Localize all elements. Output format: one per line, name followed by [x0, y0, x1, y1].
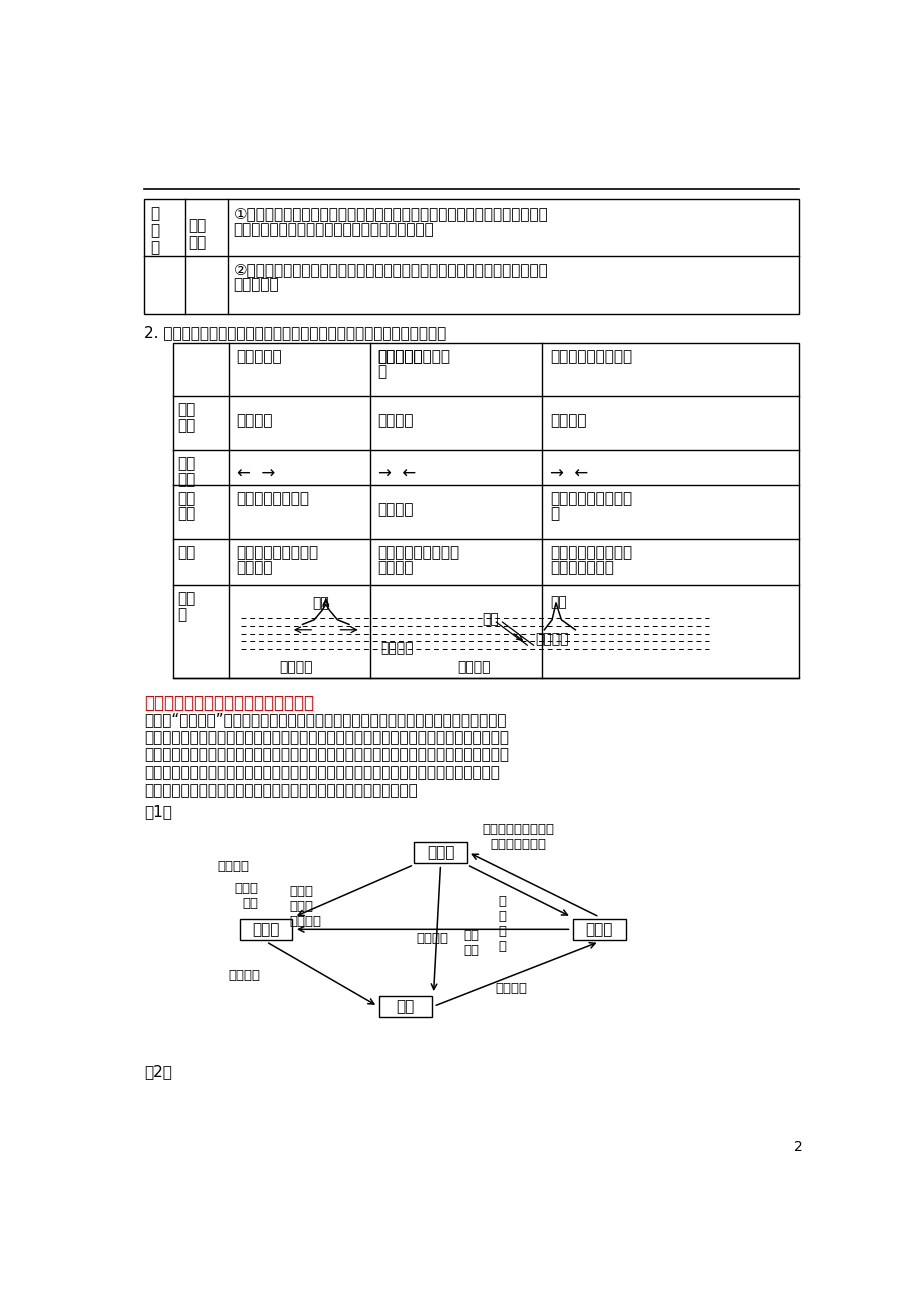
Text: 板块张裂区: 板块张裂区 — [236, 349, 282, 363]
Bar — [379, 996, 432, 1017]
Text: 2. 板块相对移动而发生的彼此碰撞或张裂，形成了地球表面的基本面貌。: 2. 板块相对移动而发生的彼此碰撞或张裂，形成了地球表面的基本面貌。 — [144, 326, 447, 341]
Text: 高
温
熔
化: 高 温 熔 化 — [498, 894, 506, 953]
Text: 裂谷、海洋、海岭: 裂谷、海洋、海岭 — [236, 491, 310, 506]
Text: 冷却凝固: 冷却凝固 — [495, 982, 528, 995]
Text: 弧: 弧 — [550, 506, 559, 522]
Text: 西部岛弧、海沟: 西部岛弧、海沟 — [550, 560, 613, 575]
Text: 消亡边界: 消亡边界 — [457, 660, 491, 674]
Text: 大陆板块: 大陆板块 — [535, 631, 568, 646]
Text: ←  →: ← → — [236, 465, 275, 482]
Text: →  ←: → ← — [378, 465, 415, 482]
Bar — [414, 841, 466, 863]
Text: →  ←: → ← — [550, 465, 587, 482]
Text: ②大陆与大陆板块相撞，形成巨大的褂皶山脉，如喜马拉雅山、阿尔卑斯山处: ②大陆与大陆板块相撞，形成巨大的褂皶山脉，如喜马拉雅山、阿尔卑斯山处 — [233, 262, 548, 277]
Text: 海岸山脉、海沟、岛: 海岸山脉、海沟、岛 — [550, 491, 631, 506]
Text: 大陆板块与大洋板块: 大陆板块与大洋板块 — [550, 349, 631, 363]
Bar — [173, 342, 798, 678]
Text: 块: 块 — [378, 365, 386, 379]
Text: 板块: 板块 — [187, 217, 206, 233]
Text: 相撞: 相撞 — [187, 234, 206, 250]
Text: 运动: 运动 — [176, 457, 195, 471]
Text: 环模式图的关键。岩浆岩只能由岩浆冷凝而成，因此指向岩浆岩的箭头，其作用即为冷却凝: 环模式图的关键。岩浆岩只能由岩浆冷凝而成，因此指向岩浆岩的箭头，其作用即为冷却凝 — [144, 730, 509, 745]
Text: 岩浆: 岩浆 — [396, 999, 414, 1014]
Text: 岩浆是“岩石之本”，岩石圈物质循环起于岩浆，因此正确判断出岩浆是解读岩石圈物质循: 岩浆是“岩石之本”，岩石圈物质循环起于岩浆，因此正确判断出岩浆是解读岩石圈物质循 — [144, 712, 506, 728]
Text: 喜马拉雅山脉、阿尔: 喜马拉雅山脉、阿尔 — [378, 546, 460, 560]
Text: 形成: 形成 — [176, 491, 195, 506]
Text: 举例: 举例 — [176, 546, 195, 560]
Bar — [240, 918, 292, 940]
Text: 沉积岩: 沉积岩 — [426, 845, 454, 859]
Text: 火山: 火山 — [550, 595, 567, 609]
Text: 岩浆岩: 岩浆岩 — [585, 922, 612, 937]
Text: 2: 2 — [793, 1141, 802, 1155]
Text: 风化、
搬运: 风化、 搬运 — [234, 881, 258, 910]
Text: 方向: 方向 — [176, 471, 195, 487]
Text: 变质作用: 变质作用 — [217, 861, 249, 874]
Text: 于消亡边界: 于消亡边界 — [233, 277, 278, 292]
Bar — [573, 918, 625, 940]
Text: （1）: （1） — [144, 803, 172, 819]
Text: 高温
熔化: 高温 熔化 — [463, 930, 479, 957]
Text: 高大山脉: 高大山脉 — [378, 503, 414, 517]
Text: 变质作用: 变质作用 — [416, 932, 448, 945]
Text: 与: 与 — [151, 206, 160, 221]
Text: 板块碰撞区: 板块碰撞区 — [378, 349, 423, 363]
Text: 二、岩石圈物质循环模式图判读的窍门: 二、岩石圈物质循环模式图判读的窍门 — [144, 694, 314, 712]
Text: 卑斯山脉: 卑斯山脉 — [378, 560, 414, 575]
Text: 海沟: 海沟 — [482, 612, 499, 626]
Text: 侵蚀、
堆积、
固结成岩: 侵蚀、 堆积、 固结成岩 — [289, 884, 321, 927]
Bar — [144, 199, 798, 314]
Text: 类型: 类型 — [176, 418, 195, 434]
Text: 大洋板块: 大洋板块 — [380, 642, 414, 655]
Text: 固作用。在三大类岩石中，只有沉积岩含有化石和具有层理构造，并且是由风化、侵蛀、搜: 固作用。在三大类岩石中，只有沉积岩含有化石和具有层理构造，并且是由风化、侵蛀、搜 — [144, 747, 509, 763]
Text: 示意: 示意 — [176, 591, 195, 607]
Text: 消亡边界: 消亡边界 — [378, 414, 414, 428]
Text: 边界: 边界 — [176, 402, 195, 418]
Text: 生长边界: 生长边界 — [236, 414, 273, 428]
Text: 洲西部的海岸山脉、马里亚纳海沟处于消亡边界；: 洲西部的海岸山脉、马里亚纳海沟处于消亡边界； — [233, 221, 434, 237]
Text: （2）: （2） — [144, 1064, 172, 1079]
Text: 高温熔化: 高温熔化 — [228, 970, 260, 983]
Text: 大陆板块与大陆板: 大陆板块与大陆板 — [378, 349, 450, 363]
Text: 用: 用 — [151, 240, 160, 255]
Text: 生长边界: 生长边界 — [279, 660, 312, 674]
Text: 运等外力作用形成的。凡指向岩浆的箭头，其作用即为高温重燔再生，指向变质岩的箭头: 运等外力作用形成的。凡指向岩浆的箭头，其作用即为高温重燔再生，指向变质岩的箭头 — [144, 766, 500, 780]
Text: 地貌: 地貌 — [176, 506, 195, 522]
Text: 东非大裂谷、红海、: 东非大裂谷、红海、 — [236, 546, 319, 560]
Text: 大西洋等: 大西洋等 — [236, 560, 273, 575]
Text: 海岭: 海岭 — [312, 596, 328, 611]
Text: 消亡边界: 消亡边界 — [550, 414, 585, 428]
Text: 表示高温和高压条件下的变质作用。地壳物质循环变式图举例如下：: 表示高温和高压条件下的变质作用。地壳物质循环变式图举例如下： — [144, 783, 418, 798]
Text: ①大陆与大洋板块相撞，形成海沟、岛弧或海岸山脉，如亚洲东部岛弧、北美: ①大陆与大洋板块相撞，形成海沟、岛弧或海岸山脉，如亚洲东部岛弧、北美 — [233, 206, 548, 221]
Text: 运: 运 — [151, 223, 160, 238]
Text: 风化、侵蚀、搬运、
堆积、固结成岩: 风化、侵蚀、搬运、 堆积、固结成岩 — [482, 823, 553, 852]
Text: 变质岩: 变质岩 — [252, 922, 279, 937]
Text: 安第斯山脉、太平洋: 安第斯山脉、太平洋 — [550, 546, 631, 560]
Text: 图: 图 — [176, 607, 186, 621]
